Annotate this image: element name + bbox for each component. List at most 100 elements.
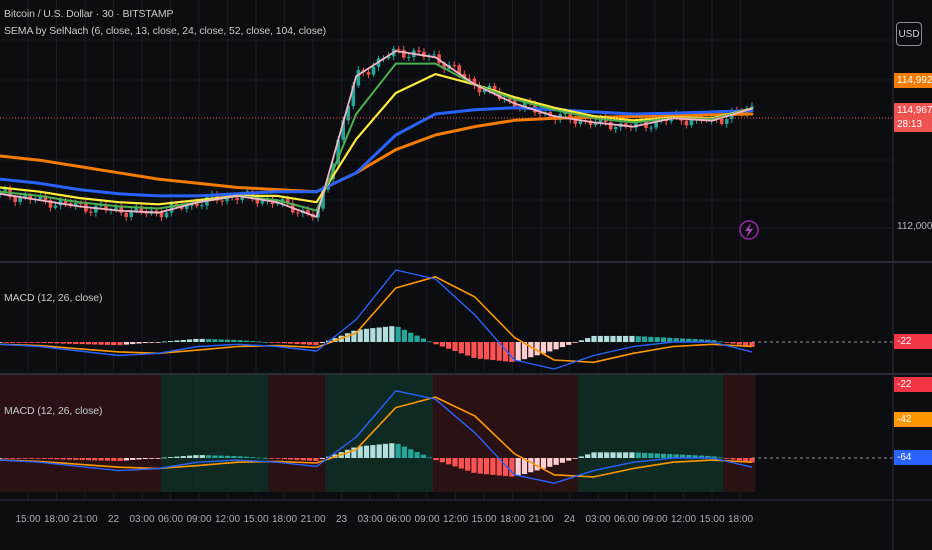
macd-hist-bar bbox=[585, 454, 591, 458]
macd-hist-bar bbox=[471, 458, 477, 473]
time-tick-label: 06:00 bbox=[613, 514, 640, 525]
macd2-bg-zone bbox=[691, 375, 699, 492]
macd2-bg-zone bbox=[53, 375, 61, 492]
macd2-bg-zone bbox=[679, 375, 686, 492]
macd-hist-bar bbox=[452, 342, 458, 352]
macd2-bg-zone bbox=[217, 375, 225, 492]
time-tick-label: 03:00 bbox=[129, 514, 155, 525]
currency-button[interactable]: USD bbox=[896, 22, 922, 46]
macd2-bg-zone bbox=[401, 375, 408, 492]
macd-hist-bar bbox=[711, 340, 717, 342]
macd2-bg-zone bbox=[723, 375, 731, 492]
macd-hist-bar bbox=[205, 339, 212, 342]
macd-hist-bar bbox=[174, 456, 180, 458]
macd-hist-bar bbox=[168, 457, 174, 458]
macd2-bg-zone bbox=[432, 375, 440, 492]
macd-hist-bar bbox=[363, 328, 370, 342]
macd-hist-bar bbox=[724, 458, 730, 459]
macd-hist-bar bbox=[635, 452, 641, 458]
macd-hist-bar bbox=[281, 342, 287, 344]
macd-hist-bar bbox=[496, 458, 502, 476]
macd-hist-bar bbox=[679, 338, 686, 342]
macd-hist-bar bbox=[294, 458, 300, 460]
macd-hist-bar bbox=[85, 342, 92, 345]
macd-hist-bar bbox=[641, 452, 648, 458]
macd-hist-bar bbox=[313, 342, 319, 346]
candle-body bbox=[573, 119, 578, 124]
macd2-bg-zone bbox=[287, 375, 294, 492]
macd-hist-bar bbox=[376, 327, 382, 342]
macd-hist-bar bbox=[521, 458, 528, 475]
time-tick-label: 12:00 bbox=[214, 514, 241, 525]
macd-hist-bar bbox=[218, 455, 224, 458]
macd-hist-bar bbox=[22, 342, 28, 343]
macd-hist-bar bbox=[667, 337, 673, 342]
macd-hist-bar bbox=[357, 446, 363, 458]
macd2-bg-zone bbox=[634, 375, 642, 492]
candle-body bbox=[235, 197, 240, 200]
macd-hist-bar bbox=[92, 342, 98, 345]
macd-hist-bar bbox=[161, 457, 167, 459]
macd-hist-bar bbox=[186, 339, 193, 342]
macd2-bg-zone bbox=[318, 375, 326, 492]
macd2-bg-zone bbox=[597, 375, 604, 492]
macd2-bg-zone bbox=[337, 375, 345, 492]
macd-hist-bar bbox=[496, 342, 502, 361]
macd-hist-bar bbox=[35, 458, 41, 459]
macd2-bg-zone bbox=[672, 375, 680, 492]
candle-body bbox=[523, 101, 527, 108]
candle-body bbox=[341, 120, 345, 140]
lightning-icon[interactable] bbox=[739, 220, 759, 240]
macd-hist-bar bbox=[730, 458, 736, 460]
macd-hist-bar bbox=[149, 458, 155, 459]
candle-body bbox=[195, 202, 199, 206]
time-tick-label: 15:00 bbox=[699, 514, 725, 525]
ema52-line bbox=[0, 106, 754, 198]
macd-hist-bar bbox=[673, 454, 679, 458]
macd-hist-bar bbox=[117, 342, 123, 346]
macd-hist-bar bbox=[534, 458, 540, 471]
macd2-bg-zone bbox=[514, 375, 522, 492]
macd2-bg-zone bbox=[736, 375, 743, 492]
macd2-bg-zone bbox=[205, 375, 212, 492]
time-tick-label: 03:00 bbox=[585, 514, 611, 525]
macd-hist-bar bbox=[477, 458, 483, 474]
macd-hist-bar bbox=[3, 458, 9, 459]
macd-hist-bar bbox=[288, 458, 294, 460]
macd-hist-bar bbox=[351, 447, 357, 458]
time-tick-label: 15:00 bbox=[471, 514, 497, 525]
ema24-line bbox=[0, 72, 754, 206]
macd-hist-bar bbox=[79, 342, 85, 345]
macd-hist-bar bbox=[54, 342, 60, 344]
macd-hist-bar bbox=[155, 458, 161, 459]
macd1-value-badge: -22 bbox=[894, 334, 932, 349]
macd-hist-bar bbox=[686, 454, 692, 458]
macd-hist-bar bbox=[698, 455, 705, 458]
candle-body bbox=[578, 120, 583, 124]
macd-hist-bar bbox=[673, 338, 679, 342]
macd-hist-bar bbox=[585, 338, 591, 342]
macd-hist-bar bbox=[22, 458, 28, 459]
macd-hist-bar bbox=[237, 456, 243, 458]
time-tick-label: 21:00 bbox=[300, 514, 326, 525]
macd2-bg-zone bbox=[704, 375, 712, 492]
macd-hist-bar bbox=[597, 335, 603, 342]
macd-hist-bar bbox=[730, 342, 736, 344]
macd-hist-bar bbox=[212, 339, 218, 342]
ema104-line bbox=[0, 112, 754, 194]
macd-hist-bar bbox=[155, 342, 161, 343]
macd-hist-bar bbox=[667, 454, 673, 458]
macd-hist-bar bbox=[749, 458, 755, 463]
macd-hist-bar bbox=[408, 332, 414, 342]
ema13-line bbox=[0, 62, 753, 212]
candle-body bbox=[482, 89, 487, 93]
macd-hist-bar bbox=[256, 457, 262, 459]
time-tick-label: 12:00 bbox=[442, 514, 469, 525]
macd-hist-bar bbox=[79, 458, 85, 460]
macd-hist-bar bbox=[439, 458, 445, 463]
macd-hist-bar bbox=[401, 329, 408, 342]
macd2-bg-zone bbox=[249, 375, 257, 492]
macd-hist-bar bbox=[98, 342, 104, 345]
macd2-bg-zone bbox=[192, 375, 200, 492]
